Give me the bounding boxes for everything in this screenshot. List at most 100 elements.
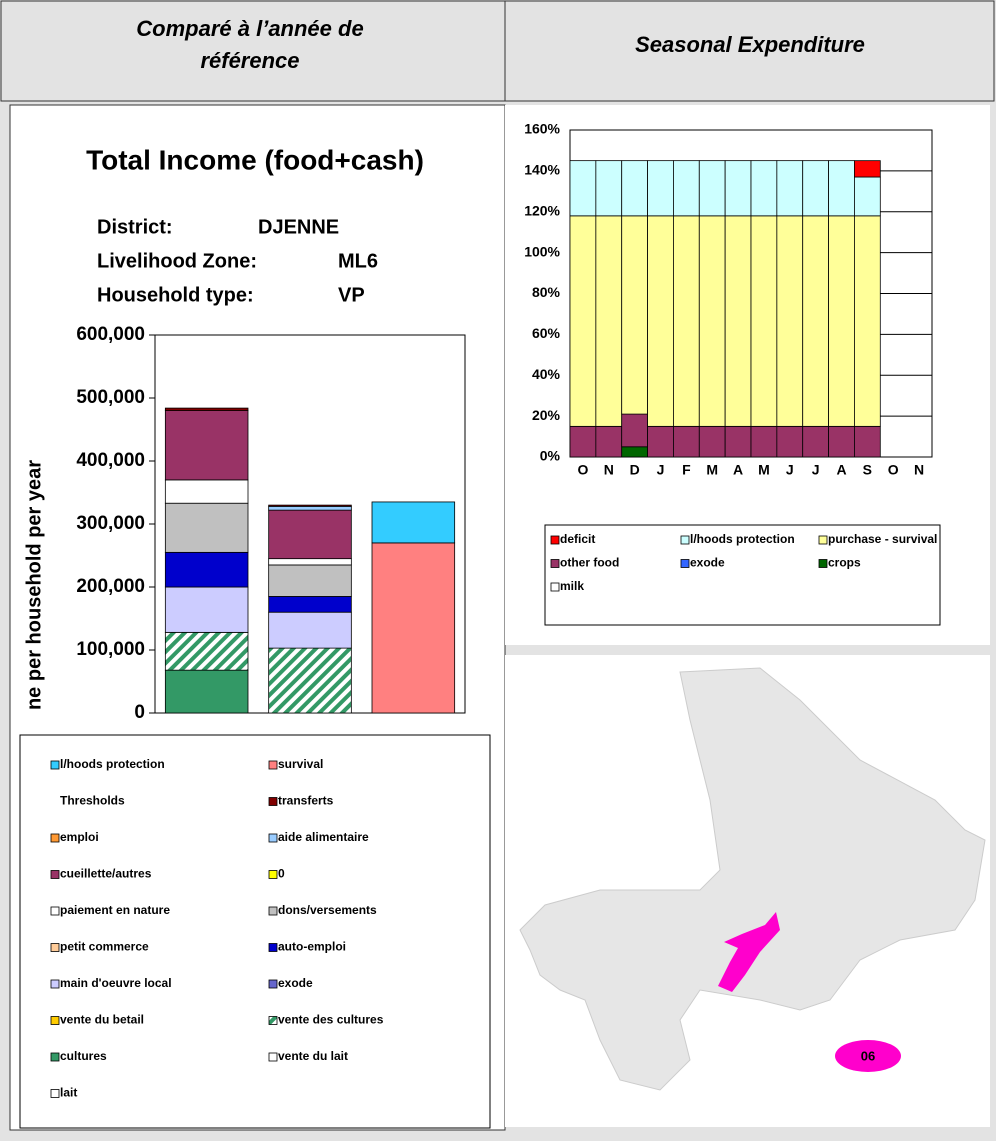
x-tick-label: J — [786, 462, 794, 478]
legend-swatch — [550, 582, 560, 592]
legend-label: exode — [690, 556, 725, 570]
y-tick-label: 20% — [532, 407, 561, 423]
bar-segment — [621, 446, 648, 458]
bar-segment — [569, 215, 597, 427]
legend-swatch — [268, 833, 278, 843]
y-tick-label: 400,000 — [76, 450, 145, 471]
x-tick-label: A — [733, 462, 743, 478]
legend-label: petit commerce — [60, 940, 149, 954]
legend-swatch — [268, 1016, 278, 1025]
y-tick-label: 100% — [524, 243, 560, 259]
legend-swatch — [50, 870, 60, 879]
legend-swatch — [50, 760, 60, 770]
chart-title: Total Income (food+cash) — [86, 144, 424, 175]
legend-label: Thresholds — [60, 794, 125, 808]
legend-swatch — [680, 535, 690, 545]
bar-segment — [164, 502, 249, 553]
bar-segment — [268, 558, 352, 566]
zone-shape — [718, 912, 780, 992]
expenditure-chart: 0%20%40%60%80%100%120%140%160%O N D J F M A M J J… — [524, 121, 941, 626]
y-tick-label: 500,000 — [76, 387, 145, 408]
map: 06 — [519, 667, 986, 1091]
bar-segment — [750, 425, 778, 458]
y-tick-label: 600,000 — [76, 324, 145, 345]
legend-label: other food — [560, 556, 619, 570]
legend-swatch — [550, 559, 560, 568]
bar-segment — [164, 407, 249, 411]
bar-segment — [647, 425, 674, 458]
header-bar — [0, 0, 995, 102]
x-tick-label: N — [914, 462, 924, 478]
legend-swatch — [268, 979, 278, 989]
bar-segment — [802, 425, 829, 458]
legend-swatch — [680, 559, 690, 568]
x-tick-label: F — [682, 462, 691, 478]
bar-segment — [268, 611, 352, 649]
y-tick-label: 160% — [524, 121, 560, 137]
bar-segment — [673, 160, 700, 217]
bar-segment — [854, 160, 881, 178]
legend-swatch — [268, 760, 278, 770]
legend-swatch — [550, 535, 560, 545]
bar-segment — [621, 413, 648, 448]
legend-label: l/hoods protection — [690, 532, 795, 546]
x-tick-label: N — [604, 462, 614, 478]
legend-label: dons/versements — [278, 903, 377, 917]
legend-swatch — [50, 833, 60, 843]
bar-segment — [595, 425, 623, 458]
bar-segment — [371, 501, 456, 544]
bar-segment — [854, 215, 881, 427]
bar-segment — [673, 215, 700, 427]
bar-segment — [268, 647, 352, 714]
y-tick-label: 0% — [540, 448, 561, 464]
bar-segment — [268, 504, 352, 507]
legend-label: main d'oeuvre local — [60, 976, 172, 990]
legend-swatch — [50, 943, 60, 952]
legend-swatch — [50, 906, 60, 916]
bar-segment — [164, 410, 249, 481]
y-tick-label: 200,000 — [76, 576, 145, 597]
bar-segment — [802, 215, 829, 427]
legend-box — [544, 524, 941, 626]
legend-swatch — [50, 1052, 60, 1062]
legend-label: vente du betail — [60, 1013, 144, 1027]
y-tick-label: 80% — [532, 284, 561, 300]
legend-label: survival — [278, 757, 323, 771]
bar-segment — [854, 425, 881, 458]
x-tick-label: J — [657, 462, 665, 478]
bar-segment — [164, 479, 249, 504]
bar-segment — [647, 160, 674, 217]
legend-label: l/hoods protection — [60, 757, 165, 771]
info-value: DJENNE — [258, 216, 339, 238]
bar-segment — [164, 551, 249, 588]
y-tick-label: 300,000 — [76, 513, 145, 534]
x-tick-label: M — [706, 462, 718, 478]
y-tick-label: 140% — [524, 162, 560, 178]
x-tick-label: A — [836, 462, 846, 478]
legend-label: aide alimentaire — [278, 830, 369, 844]
legend-label: 0 — [278, 867, 285, 881]
legend-label: milk — [560, 579, 584, 593]
legend-swatch — [50, 1089, 60, 1098]
legend-label: paiement en nature — [60, 903, 170, 917]
bar-segment — [698, 160, 726, 217]
legend-label: vente des cultures — [278, 1013, 384, 1027]
bar-segment — [621, 160, 648, 217]
legend-label: transferts — [278, 794, 334, 808]
bar-segment — [569, 425, 597, 458]
legend-swatch — [268, 1052, 278, 1062]
bar-segment — [854, 176, 881, 217]
y-tick-label: 40% — [532, 366, 561, 382]
info-value: ML6 — [338, 250, 378, 272]
legend-label: cueillette/autres — [60, 867, 152, 881]
bar-segment — [268, 509, 352, 560]
bar-segment — [724, 160, 752, 217]
bar-segment — [595, 215, 623, 427]
x-tick-label: O — [888, 462, 899, 478]
legend-swatch — [818, 535, 828, 545]
legend-label: emploi — [60, 830, 99, 844]
bar-segment — [164, 669, 249, 714]
legend-swatch — [268, 906, 278, 916]
x-tick-label: S — [863, 462, 872, 478]
bar-segment — [724, 215, 752, 427]
